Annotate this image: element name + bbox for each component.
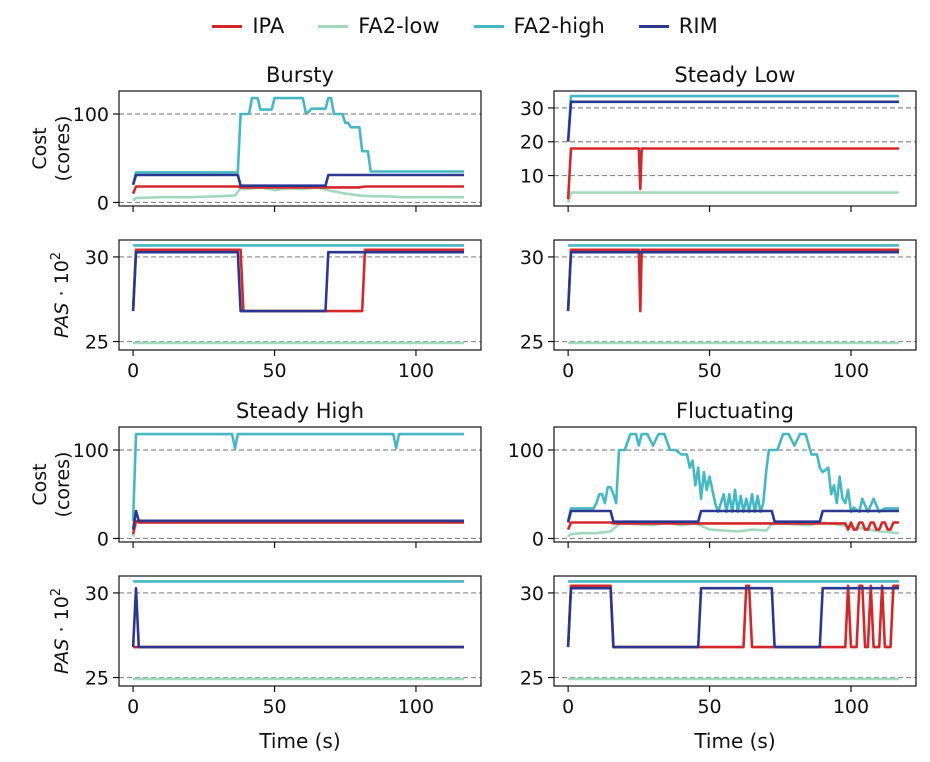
x-tick-label-steady-low-50: 50 xyxy=(697,360,721,382)
x-axis-label-steady-high: Time (s) xyxy=(258,729,340,753)
series-fa2-high-bursty-cost xyxy=(131,96,464,186)
x-tick-label-fluctuating-50: 50 xyxy=(697,696,721,718)
legend-label-fa2-low: FA2-low xyxy=(358,14,440,38)
legend-swatch-fa2-low xyxy=(318,24,349,28)
y-tick-label-fluctuating-pas-25: 25 xyxy=(520,668,544,690)
y-tick-label-bursty-pas-30: 30 xyxy=(85,247,109,269)
y-tick-label-steady-low-pas-30: 30 xyxy=(520,247,544,269)
x-tick-label-bursty-100: 100 xyxy=(398,360,434,382)
series-rim-steady-low-cost xyxy=(566,100,899,142)
legend-swatch-ipa xyxy=(212,24,243,28)
series-ipa-bursty-cost xyxy=(131,185,464,195)
series-fa2-low-steady-low-cost xyxy=(566,191,899,203)
y-tick-label-bursty-cost-100: 100 xyxy=(73,104,109,126)
series-rim-bursty-pas xyxy=(131,250,464,313)
y-tick-label-fluctuating-cost-0: 0 xyxy=(532,528,544,550)
series-fa2-low-steady-high-cost xyxy=(131,520,464,537)
axes-frame-steady-high-pas xyxy=(118,575,482,687)
x-tick-label-fluctuating-100: 100 xyxy=(833,696,869,718)
series-ipa-fluctuating-cost xyxy=(566,521,899,531)
y-tick-label-fluctuating-pas-30: 30 xyxy=(520,583,544,605)
y-tick-label-steady-low-pas-25: 25 xyxy=(520,332,544,354)
series-rim-steady-high-cost xyxy=(131,509,464,530)
x-tick-label-steady-low-100: 100 xyxy=(833,360,869,382)
series-fa2-low-bursty-cost xyxy=(132,186,464,202)
x-tick-label-bursty-0: 0 xyxy=(127,360,139,382)
panel-title-fluctuating: Fluctuating xyxy=(676,399,794,423)
series-ipa-steady-high-cost xyxy=(131,519,464,535)
legend-item-rim: RIM xyxy=(638,14,718,38)
legend-label-fa2-high: FA2-high xyxy=(513,14,605,38)
axes-frame-fluctuating-pas xyxy=(553,575,917,687)
x-tick-label-steady-high-100: 100 xyxy=(398,696,434,718)
x-axis-label-fluctuating: Time (s) xyxy=(693,729,775,753)
x-tick-label-steady-high-0: 0 xyxy=(127,696,139,718)
legend-label-ipa: IPA xyxy=(252,14,285,38)
series-fa2-high-fluctuating-cost xyxy=(566,432,899,522)
y-label-cost-steady-high: Cost(cores) xyxy=(29,452,74,518)
y-tick-label-bursty-pas-25: 25 xyxy=(85,332,109,354)
axes-frame-steady-low-pas xyxy=(553,239,917,351)
series-rim-bursty-cost xyxy=(131,173,464,187)
x-tick-label-steady-low-0: 0 xyxy=(562,360,574,382)
series-rim-steady-high-pas xyxy=(131,586,464,649)
y-tick-label-steady-high-cost-0: 0 xyxy=(97,528,109,550)
axes-frame-fluctuating-cost xyxy=(553,426,917,543)
series-ipa-fluctuating-pas xyxy=(566,584,899,649)
y-label-cost-bursty: Cost(cores) xyxy=(29,116,74,182)
y-tick-label-steady-high-cost-100: 100 xyxy=(73,440,109,462)
x-tick-label-bursty-50: 50 xyxy=(262,360,286,382)
series-rim-fluctuating-cost xyxy=(566,509,899,524)
legend-item-ipa: IPA xyxy=(212,14,284,38)
axes-frame-steady-high-cost xyxy=(118,426,482,543)
series-fa2-high-steady-high-cost xyxy=(131,432,464,521)
axes-frame-steady-low-cost xyxy=(553,90,917,207)
x-tick-label-fluctuating-0: 0 xyxy=(562,696,574,718)
y-tick-label-steady-low-cost-20: 20 xyxy=(520,132,544,154)
series-ipa-steady-low-pas xyxy=(566,248,899,313)
series-rim-steady-low-pas xyxy=(566,250,899,312)
y-label-pas-steady-high: PAS · 102 xyxy=(49,588,73,674)
y-tick-label-bursty-cost-0: 0 xyxy=(97,192,109,214)
panel-title-steady-high: Steady High xyxy=(236,399,364,423)
legend-label-rim: RIM xyxy=(678,14,718,38)
y-tick-label-steady-low-cost-10: 10 xyxy=(520,166,544,188)
legend: IPA FA2-low FA2-high RIM xyxy=(0,14,930,38)
y-tick-label-fluctuating-cost-100: 100 xyxy=(508,440,544,462)
series-rim-fluctuating-pas xyxy=(566,586,899,649)
axes-frame-bursty-cost xyxy=(118,90,482,207)
x-tick-label-steady-high-50: 50 xyxy=(262,696,286,718)
series-ipa-steady-low-cost xyxy=(566,147,899,200)
legend-swatch-fa2-high xyxy=(473,24,504,28)
y-tick-label-steady-low-cost-30: 30 xyxy=(520,98,544,120)
y-label-pas-bursty: PAS · 102 xyxy=(49,252,73,338)
series-ipa-bursty-pas xyxy=(131,248,464,313)
legend-item-fa2-high: FA2-high xyxy=(473,14,605,38)
legend-swatch-rim xyxy=(638,24,669,28)
panel-title-steady-low: Steady Low xyxy=(674,63,795,87)
axes-frame-bursty-pas xyxy=(118,239,482,351)
panel-title-bursty: Bursty xyxy=(266,63,334,87)
legend-item-fa2-low: FA2-low xyxy=(318,14,440,38)
y-tick-label-steady-high-pas-25: 25 xyxy=(85,668,109,690)
y-tick-label-steady-high-pas-30: 30 xyxy=(85,583,109,605)
